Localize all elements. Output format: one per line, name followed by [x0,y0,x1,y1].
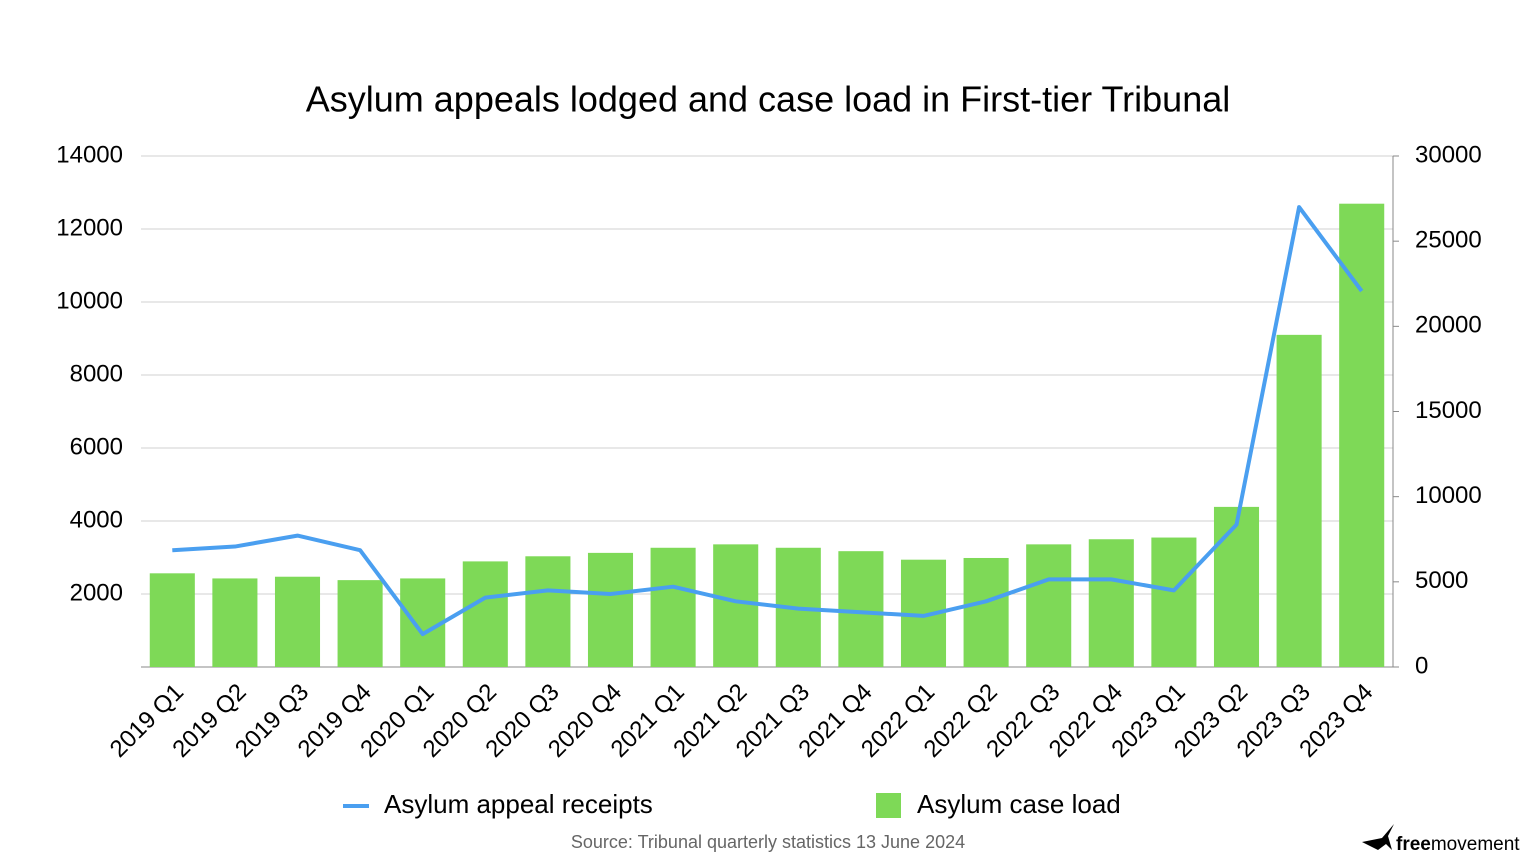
y-tick-label: 6000 [70,433,123,460]
chart-title: Asylum appeals lodged and case load in F… [306,79,1231,120]
bar [337,580,383,667]
bar [1213,506,1260,667]
bar [713,544,759,667]
bar [1026,544,1072,667]
y2-tick-label: 20000 [1415,312,1482,339]
bar [149,573,195,667]
brand-bold: free [1396,834,1431,855]
legend-label: Asylum case load [917,789,1121,819]
bar [1339,203,1385,667]
bar [1276,334,1322,667]
y2-tick-label: 25000 [1415,227,1482,254]
bar [274,576,321,667]
bar [212,578,258,667]
bar [462,561,508,667]
y2-tick-label: 10000 [1415,482,1482,509]
bar [838,551,884,667]
legend-label: Asylum appeal receipts [384,789,653,819]
y2-tick-label: 5000 [1415,567,1468,594]
source-note: Source: Tribunal quarterly statistics 13… [571,832,965,852]
bar [1088,539,1134,667]
y-tick-label: 12000 [56,214,123,241]
bar [400,578,446,667]
y-tick-label: 14000 [56,141,123,168]
bar [587,552,634,667]
bar [963,557,1009,667]
brand-rest: movement [1431,834,1520,855]
brand: freemovement [1396,834,1520,855]
y-tick-label: 10000 [56,287,123,314]
y2-tick-label: 30000 [1415,141,1482,168]
bar [1151,537,1197,667]
y2-tick-label: 0 [1415,652,1428,679]
legend-swatch [876,793,901,818]
bar [650,547,696,667]
y-tick-label: 2000 [70,579,123,606]
brand-icon [1362,824,1394,850]
line [172,205,1364,637]
y2-tick-label: 15000 [1415,397,1482,424]
y-tick-label: 8000 [70,360,123,387]
bar [525,556,571,667]
y-tick-label: 4000 [70,506,123,533]
